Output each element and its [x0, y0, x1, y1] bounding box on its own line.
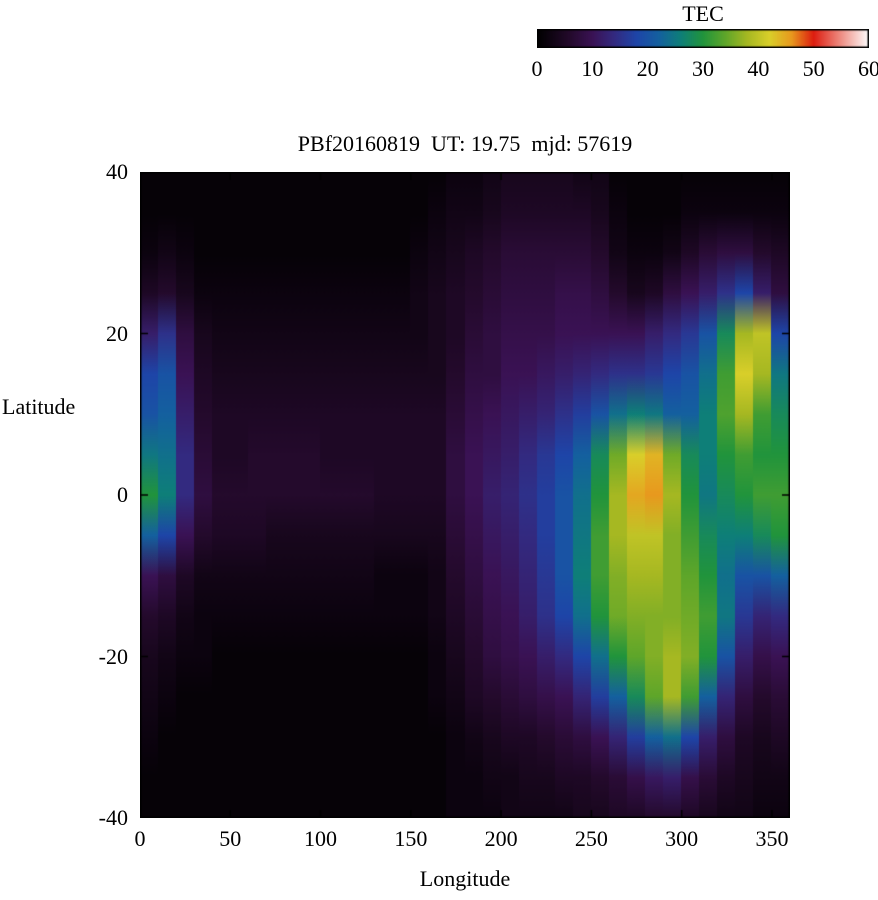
colorbar-tick-label: 30 — [692, 56, 714, 81]
colorbar-title: TEC — [682, 1, 724, 26]
y-tick-label: 0 — [117, 482, 128, 507]
x-tick-label: 300 — [665, 826, 699, 851]
y-axis-label: Latitude — [2, 394, 76, 419]
colorbar-tick-label: 20 — [636, 56, 659, 81]
colorbar-canvas — [537, 29, 869, 48]
x-tick-label: 50 — [219, 826, 242, 851]
x-tick-label: 350 — [755, 826, 789, 851]
x-tick-label: 250 — [574, 826, 608, 851]
x-tick-label: 100 — [304, 826, 338, 851]
colorbar-tick-label: 0 — [531, 56, 543, 81]
heatmap-canvas — [140, 172, 790, 818]
colorbar-tick-label: 60 — [858, 56, 878, 81]
colorbar-tick-label: 40 — [747, 56, 770, 81]
x-axis-label: Longitude — [419, 866, 511, 891]
y-tick-label: 20 — [106, 320, 128, 346]
y-tick-label: -20 — [98, 643, 128, 669]
y-tick-label: -40 — [98, 805, 128, 830]
x-tick-label: 200 — [484, 826, 518, 851]
x-tick-label: 0 — [134, 826, 146, 851]
colorbar-tick-label: 50 — [802, 56, 825, 81]
colorbar-tick-label: 10 — [581, 56, 604, 81]
plot-title: PBf20160819 UT: 19.75 mjd: 57619 — [297, 131, 633, 156]
x-tick-label: 150 — [394, 826, 428, 851]
y-tick-label: 40 — [106, 159, 128, 184]
